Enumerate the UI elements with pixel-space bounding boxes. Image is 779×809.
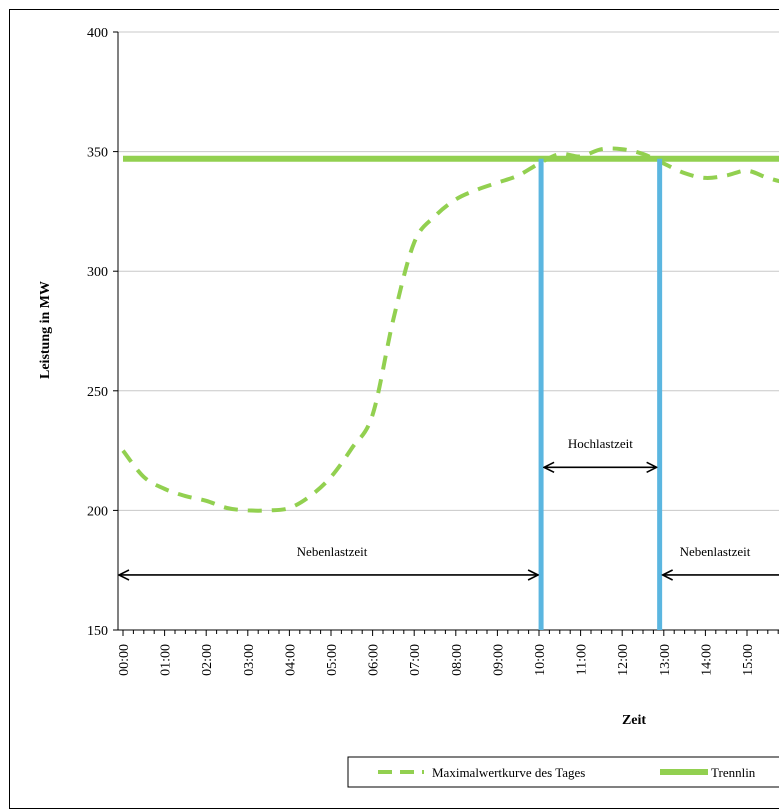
y-tick-label: 350: [87, 146, 108, 161]
x-tick-label: 12:00: [616, 644, 631, 676]
y-tick-label: 250: [87, 385, 108, 400]
gridlines: [118, 31, 779, 511]
x-tick-label: 06:00: [367, 644, 382, 676]
x-tick-label: 10:00: [533, 644, 548, 676]
x-tick-label: 07:00: [408, 644, 423, 676]
annotation-label: Hochlastzeit: [568, 436, 633, 451]
x-tick-label: 09:00: [491, 644, 506, 676]
annotation-label: Nebenlastzeit: [297, 544, 368, 559]
x-tick-label: 02:00: [200, 644, 215, 676]
vertical-lines: [538, 158, 663, 630]
x-tick-label: 04:00: [283, 644, 298, 676]
x-tick-label: 01:00: [159, 644, 174, 676]
axes: 150 200 250 300 350 400 00:00 01:00 02:00 03:00 04…: [87, 26, 779, 676]
y-tick-label: 300: [87, 265, 108, 280]
legend-label: Maximalwertkurve des Tages: [432, 765, 585, 780]
x-tick-label: 11:00: [575, 644, 590, 675]
series-layer: [121, 146, 779, 513]
chart-frame: [9, 9, 779, 809]
y-tick-label: 400: [87, 26, 108, 41]
x-axis-title: Zeit: [622, 713, 646, 728]
x-tick-label: 15:00: [741, 644, 756, 676]
annotations: Nebenlastzeit Hochlastzeit Nebenlastzeit: [119, 436, 779, 575]
y-tick-label: 150: [87, 624, 108, 639]
x-tick-label: 08:00: [450, 644, 465, 676]
annotation-label: Nebenlastzeit: [680, 544, 751, 559]
x-tick-label: 03:00: [242, 644, 257, 676]
x-tick-label: 14:00: [699, 644, 714, 676]
series-line-dashed: [121, 146, 779, 513]
legend-label: Trennlin: [711, 765, 756, 780]
x-tick-label: 05:00: [325, 644, 340, 676]
y-axis-title: Leistung in MW: [38, 281, 53, 379]
x-tick-label: 13:00: [658, 644, 673, 676]
y-tick-label: 200: [87, 504, 108, 519]
legend: Maximalwertkurve des Tages Trennlin: [347, 756, 779, 788]
x-tick-label: 00:00: [117, 644, 132, 676]
